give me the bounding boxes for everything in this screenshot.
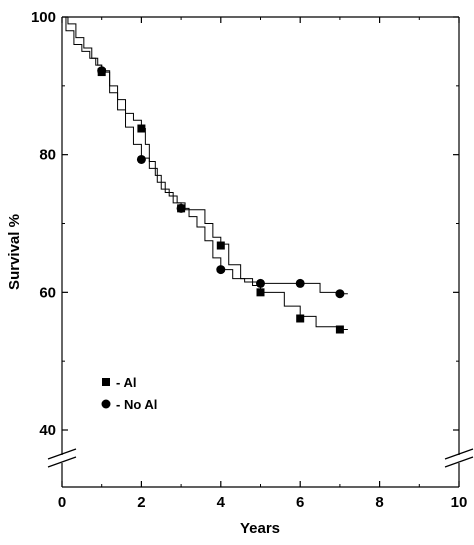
- ticks: 0 2 4 6 8 10 40 60 80 100: [31, 9, 467, 511]
- x-tick-label: 4: [217, 494, 226, 511]
- series-1-marker: [296, 314, 305, 323]
- axis-break-right-1: [444, 448, 474, 460]
- y-tick-label: 60: [39, 284, 56, 301]
- x-tick-label: 6: [296, 494, 304, 511]
- axis-break-left-2: [47, 456, 77, 468]
- series-2-marker: [295, 278, 305, 288]
- legend-label-2: - No Al: [116, 397, 157, 412]
- y-tick-label: 80: [39, 147, 56, 164]
- axis-break-right-2: [444, 456, 474, 468]
- x-tick-label: 0: [58, 494, 66, 511]
- legend-marker-2: [101, 399, 111, 409]
- y-tick-label: 40: [39, 422, 56, 439]
- series-2-marker: [136, 154, 146, 164]
- series-1-marker: [137, 124, 146, 133]
- series-2-marker: [97, 66, 107, 76]
- y-axis-label: Survival %: [6, 214, 23, 290]
- axis-break-left-1: [47, 448, 77, 460]
- axes: [47, 16, 474, 488]
- legend-label-1: - Al: [116, 375, 136, 390]
- x-axis-label: Years: [240, 520, 280, 537]
- series-2-marker: [176, 203, 186, 213]
- x-tick-label: 10: [451, 494, 468, 511]
- series-2-marker: [216, 265, 226, 275]
- x-tick-label: 8: [375, 494, 383, 511]
- series-2-marker: [256, 278, 265, 288]
- series-layer: [62, 16, 348, 334]
- series-2-marker: [335, 289, 345, 299]
- series-line-2: [62, 16, 348, 295]
- legend-marker-1: [102, 378, 110, 386]
- series-1-marker: [216, 241, 225, 250]
- y-tick-label: 100: [31, 9, 56, 26]
- series-1-marker: [335, 325, 344, 334]
- x-tick-label: 2: [137, 494, 145, 511]
- series-1-marker: [256, 288, 265, 297]
- legend: - Al - No Al: [101, 375, 157, 412]
- series-line-1: [62, 16, 348, 331]
